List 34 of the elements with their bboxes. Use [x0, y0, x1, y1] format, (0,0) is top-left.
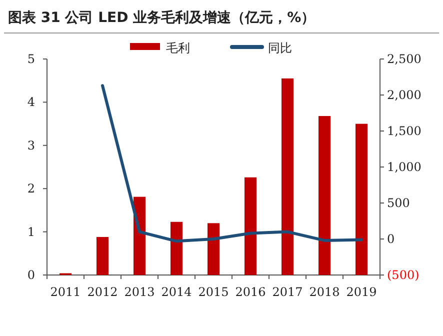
x-tick-label: 2015	[198, 285, 229, 299]
x-tick-label: 2013	[124, 285, 155, 299]
x-tick-label: 2018	[309, 285, 340, 299]
bar	[244, 177, 256, 275]
y2-tick-label: 2,000	[387, 88, 422, 102]
x-tick-label: 2012	[87, 285, 118, 299]
y2-tick-label: 1,500	[387, 124, 422, 138]
bar	[356, 124, 368, 275]
y2-tick-label: 2,500	[387, 52, 422, 66]
y-tick-label: 5	[27, 52, 35, 66]
x-tick-label: 2019	[346, 285, 377, 299]
chart-title: 图表 31 公司 LED 业务毛利及增速（亿元，%）	[8, 9, 316, 26]
y2-tick-label: 1,000	[387, 160, 422, 174]
y2-tick-label: 500	[387, 196, 410, 210]
x-tick-label: 2016	[235, 285, 266, 299]
bar	[96, 236, 108, 275]
bar	[282, 78, 294, 275]
line-series	[101, 84, 363, 243]
y-tick-label: 2	[27, 182, 35, 196]
y2-tick-label: (500)	[387, 268, 420, 282]
y2-tick-label: 0	[387, 232, 395, 246]
x-tick-label: 2014	[161, 285, 192, 299]
y-tick-label: 1	[27, 224, 35, 239]
legend-label: 毛利	[166, 41, 190, 55]
y-tick-label: 4	[27, 95, 36, 110]
y-tick-label: 0	[27, 268, 35, 282]
y-tick-label: 3	[27, 138, 35, 152]
legend-label: 同比	[268, 41, 292, 55]
x-tick-label: 2017	[272, 285, 303, 299]
bar	[208, 223, 220, 275]
x-tick-label: 2011	[50, 285, 81, 299]
bar	[318, 116, 330, 275]
bar	[170, 222, 182, 275]
bar	[134, 196, 146, 275]
